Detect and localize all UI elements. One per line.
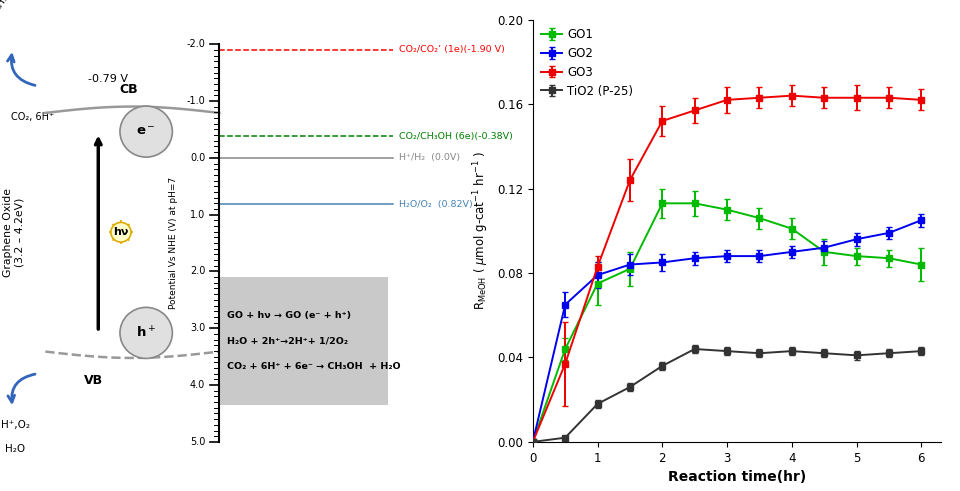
Text: H₂O: H₂O [5,444,25,454]
Text: hν: hν [113,227,129,237]
Text: CO₂ + 6H⁺ + 6e⁻ → CH₃OH  + H₂O: CO₂ + 6H⁺ + 6e⁻ → CH₃OH + H₂O [227,362,400,371]
Text: Potential Vs NHE (V) at pH=7: Potential Vs NHE (V) at pH=7 [169,177,179,309]
Y-axis label: R$_{\rm MeOH}$ ( $\mu$mol g-cat$^{-1}$ hr$^{-1}$ ): R$_{\rm MeOH}$ ( $\mu$mol g-cat$^{-1}$ h… [471,151,492,310]
Circle shape [120,106,173,157]
Text: 0.0: 0.0 [190,153,205,163]
Text: -2.0: -2.0 [186,39,205,49]
FancyBboxPatch shape [219,277,388,405]
X-axis label: Reaction time(hr): Reaction time(hr) [667,470,806,484]
Text: GO + hν → GO (e⁻ + h⁺): GO + hν → GO (e⁻ + h⁺) [227,311,351,320]
Text: 5.0: 5.0 [190,437,205,447]
Text: CH₃OH: CH₃OH [0,0,19,14]
Text: -1.0: -1.0 [186,96,205,106]
Text: -0.79 V: -0.79 V [88,75,129,84]
Text: H⁺/H₂  (0.0V): H⁺/H₂ (0.0V) [399,153,460,163]
Text: VB: VB [84,374,103,386]
Text: H⁺,O₂: H⁺,O₂ [1,420,30,430]
Text: H₂O + 2h⁺→2H⁺+ 1/2O₂: H₂O + 2h⁺→2H⁺+ 1/2O₂ [227,336,348,346]
Text: CO₂, 6H⁺: CO₂, 6H⁺ [12,112,55,122]
Text: CO₂/CO₂’ (1e)(-1.90 V): CO₂/CO₂’ (1e)(-1.90 V) [399,45,505,55]
Circle shape [120,307,173,358]
FancyArrowPatch shape [8,374,36,402]
Text: CO₂/CH₃OH (6e)(-0.38V): CO₂/CH₃OH (6e)(-0.38V) [399,132,513,141]
Text: 4.0: 4.0 [190,380,205,390]
Text: e$^-$: e$^-$ [136,125,156,138]
Text: 1.0: 1.0 [190,210,205,219]
Text: h$^+$: h$^+$ [136,325,156,341]
FancyArrowPatch shape [8,55,36,85]
Text: 3.0: 3.0 [190,323,205,333]
Text: H₂O/O₂  (0.82V): H₂O/O₂ (0.82V) [399,200,473,209]
Legend: GO1, GO2, GO3, TiO2 (P-25): GO1, GO2, GO3, TiO2 (P-25) [539,26,636,100]
Text: CB: CB [119,83,138,96]
Text: Graphene Oxide
(3.2 – 4.2eV): Graphene Oxide (3.2 – 4.2eV) [3,188,25,277]
Circle shape [111,222,131,242]
Text: 2.0: 2.0 [190,267,205,276]
